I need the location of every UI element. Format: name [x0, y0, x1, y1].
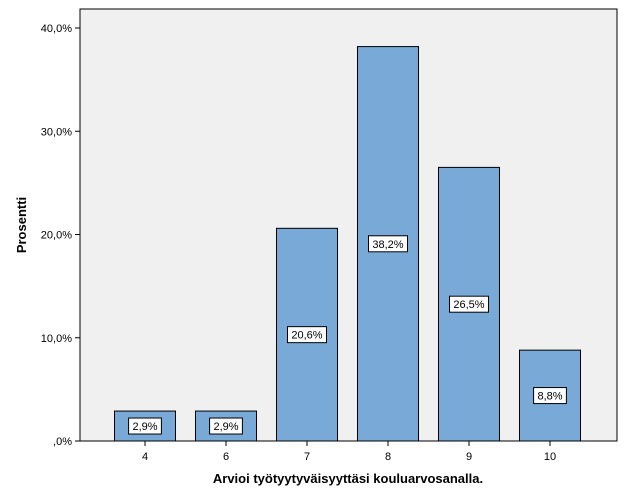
data-label-box [128, 417, 162, 435]
data-label: 20,6% [291, 330, 322, 342]
y-axis: ,0% 10,0% 20,0% 30,0% 40,0% [41, 23, 80, 448]
data-label: 38,2% [372, 239, 403, 251]
x-tick-label: 9 [466, 451, 472, 463]
y-tick-label: 20,0% [41, 230, 72, 242]
x-tick-label: 10 [544, 451, 556, 463]
y-tick-label: 10,0% [41, 333, 72, 345]
data-label: 2,9% [213, 421, 238, 433]
x-axis-title: Arvioi työtyytyväisyyttäsi kouluarvosana… [213, 471, 483, 486]
y-axis-title: Prosentti [14, 197, 29, 253]
x-tick-label: 8 [385, 451, 391, 463]
data-label: 2,9% [132, 421, 157, 433]
data-label-box [449, 295, 489, 313]
x-tick-label: 4 [142, 451, 148, 463]
x-tick-label: 6 [223, 451, 229, 463]
y-tick-label: ,0% [53, 436, 72, 448]
data-label-box [209, 417, 243, 435]
data-label: 26,5% [453, 299, 484, 311]
y-tick-label: 30,0% [41, 126, 72, 138]
data-label-box [533, 387, 567, 405]
data-label-box [368, 235, 408, 253]
data-label-box [287, 326, 327, 344]
bars-group: 2,9% 2,9% 20,6% 38,2% 26,5% 8,8% [114, 46, 581, 442]
data-label: 8,8% [537, 391, 562, 403]
x-axis: 4 6 7 8 9 10 [142, 441, 556, 463]
x-tick-label: 7 [304, 451, 310, 463]
y-tick-label: 40,0% [41, 23, 72, 35]
